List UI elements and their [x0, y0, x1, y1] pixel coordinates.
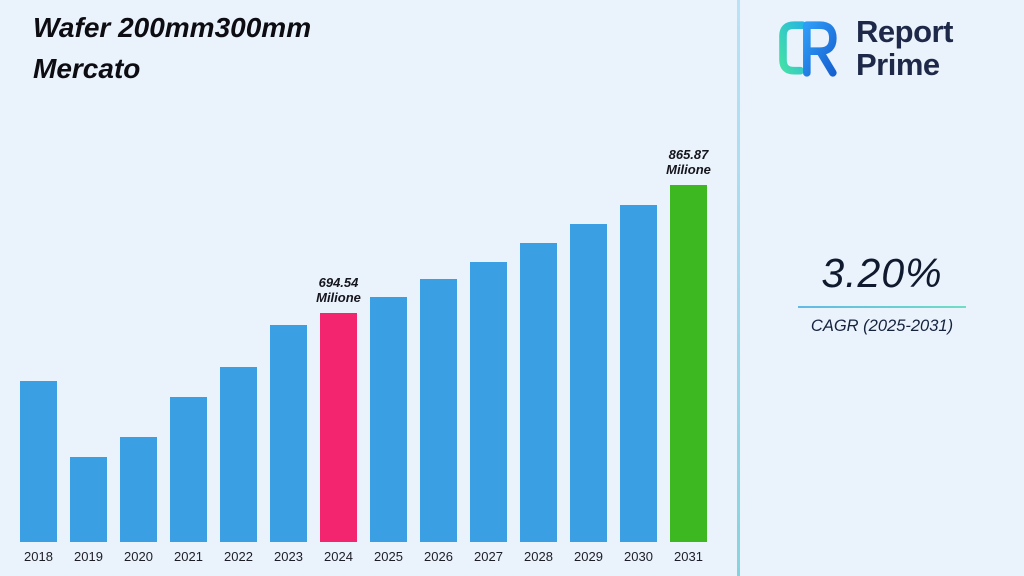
x-tick-2021: 2021 — [174, 549, 203, 564]
bar-column-2018: 2018 — [20, 381, 57, 564]
cagr-label: CAGR (2025-2031) — [810, 317, 954, 335]
bar-2020 — [120, 437, 157, 542]
bar-column-2029: 2029 — [570, 224, 607, 564]
bar-2030 — [620, 205, 657, 542]
x-tick-2027: 2027 — [474, 549, 503, 564]
bar-column-2023: 2023 — [270, 325, 307, 564]
bar-2031 — [670, 185, 707, 542]
x-tick-2031: 2031 — [674, 549, 703, 564]
x-tick-2022: 2022 — [224, 549, 253, 564]
bar-2018 — [20, 381, 57, 542]
bar-column-2021: 2021 — [170, 397, 207, 564]
bar-column-2030: 2030 — [620, 205, 657, 564]
bar-column-2026: 2026 — [420, 279, 457, 564]
x-tick-2025: 2025 — [374, 549, 403, 564]
brand-name-line2: Prime — [856, 47, 940, 82]
bar-2029 — [570, 224, 607, 542]
bar-column-2028: 2028 — [520, 243, 557, 564]
bar-2024 — [320, 313, 357, 542]
x-tick-2018: 2018 — [24, 549, 53, 564]
x-tick-2029: 2029 — [574, 549, 603, 564]
page-title: Wafer 200mm300mm Mercato — [33, 8, 311, 89]
cagr-underline — [798, 306, 966, 308]
brand-name: Report Prime — [856, 16, 953, 81]
bar-column-2031: 865.87 Milione 2031 — [666, 147, 711, 564]
brand: Report Prime — [770, 10, 953, 88]
bar-chart: 2018 2019 2020 2021 2022 2023 694.54 Milione 202… — [20, 147, 711, 564]
cagr-block: 3.20% CAGR (2025-2031) — [740, 250, 1024, 336]
bar-2019 — [70, 457, 107, 542]
bar-2027 — [470, 262, 507, 542]
x-tick-2024: 2024 — [324, 549, 353, 564]
x-tick-2023: 2023 — [274, 549, 303, 564]
x-tick-2020: 2020 — [124, 549, 153, 564]
bar-column-2022: 2022 — [220, 367, 257, 564]
cagr-value: 3.20% — [821, 250, 943, 296]
bar-2023 — [270, 325, 307, 542]
bar-column-2027: 2027 — [470, 262, 507, 564]
bar-2022 — [220, 367, 257, 542]
bar-value-label-2031: 865.87 Milione — [666, 146, 711, 178]
bar-column-2019: 2019 — [70, 457, 107, 564]
report-prime-logo-icon — [779, 21, 837, 77]
x-tick-2026: 2026 — [424, 549, 453, 564]
brand-name-line1: Report — [856, 14, 953, 50]
bar-value-label-2024: 694.54 Milione — [316, 274, 361, 306]
right-panel: Report Prime 3.20% CAGR (2025-2031) — [740, 0, 1024, 576]
section-divider — [737, 0, 740, 576]
bar-column-2024: 694.54 Milione 2024 — [316, 275, 361, 564]
bar-2026 — [420, 279, 457, 542]
bar-column-2025: 2025 — [370, 297, 407, 564]
page-title-line2: Mercato — [33, 52, 141, 84]
x-tick-2030: 2030 — [624, 549, 653, 564]
bar-2025 — [370, 297, 407, 542]
bar-column-2020: 2020 — [120, 437, 157, 564]
x-tick-2019: 2019 — [74, 549, 103, 564]
x-tick-2028: 2028 — [524, 549, 553, 564]
bar-2028 — [520, 243, 557, 542]
page-title-line1: Wafer 200mm300mm — [33, 12, 312, 43]
bar-2021 — [170, 397, 207, 542]
